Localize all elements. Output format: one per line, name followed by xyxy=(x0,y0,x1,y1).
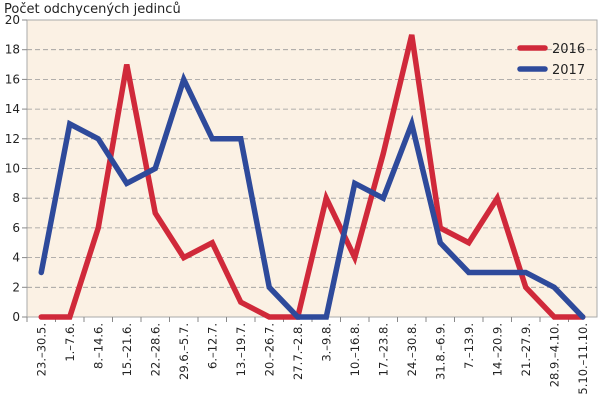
x-tick-label: 7.–13.9. xyxy=(462,323,476,369)
x-tick-label: 17.–23.8. xyxy=(376,323,390,376)
x-tick-label: 14.–20.9. xyxy=(490,323,504,376)
x-tick-label: 28.9.–4.10. xyxy=(547,323,561,387)
x-tick-label: 23.–30.5. xyxy=(34,323,48,376)
y-tick-label: 0 xyxy=(12,310,20,324)
y-tick-label: 8 xyxy=(12,191,20,205)
x-tick-label: 21.–27.9. xyxy=(519,323,533,376)
y-tick-label: 18 xyxy=(5,43,20,57)
y-tick-label: 20 xyxy=(5,13,20,27)
y-tick-label: 16 xyxy=(5,72,20,86)
y-tick-label: 12 xyxy=(5,132,20,146)
y-tick-label: 4 xyxy=(12,251,20,265)
x-tick-label: 6.–12.7. xyxy=(205,323,219,369)
x-tick-label: 5.10.–11.10. xyxy=(576,323,590,395)
x-tick-label: 27.7.–2.8. xyxy=(291,323,305,380)
x-tick-label: 8.–14.6. xyxy=(91,323,105,369)
x-tick-label: 22.–28.6. xyxy=(148,323,162,376)
series-line-2016 xyxy=(38,34,586,320)
x-tick-label: 31.8.–6.9. xyxy=(433,323,447,380)
series-line-2017 xyxy=(38,71,586,320)
x-tick-label: 24.–30.8. xyxy=(405,323,419,376)
y-tick-label: 2 xyxy=(12,280,20,294)
x-tick-label: 13.–19.7. xyxy=(234,323,248,376)
x-tick-label: 10.–16.8. xyxy=(348,323,362,376)
y-tick-label: 14 xyxy=(5,102,20,116)
x-tick-label: 29.6.–5.7. xyxy=(177,323,191,380)
y-tick-label: 10 xyxy=(5,162,20,176)
legend-label-2017: 2017 xyxy=(552,63,585,78)
x-tick-label: 15.–21.6. xyxy=(120,323,134,376)
x-tick-label: 1.–7.6. xyxy=(63,323,77,362)
y-tick-label: 6 xyxy=(12,221,20,235)
legend-label-2016: 2016 xyxy=(552,42,585,57)
chart-title: Počet odchycených jedinců xyxy=(4,2,181,17)
x-tick-label: 3.–9.8. xyxy=(319,323,333,362)
x-tick-label: 20.–26.7. xyxy=(262,323,276,376)
